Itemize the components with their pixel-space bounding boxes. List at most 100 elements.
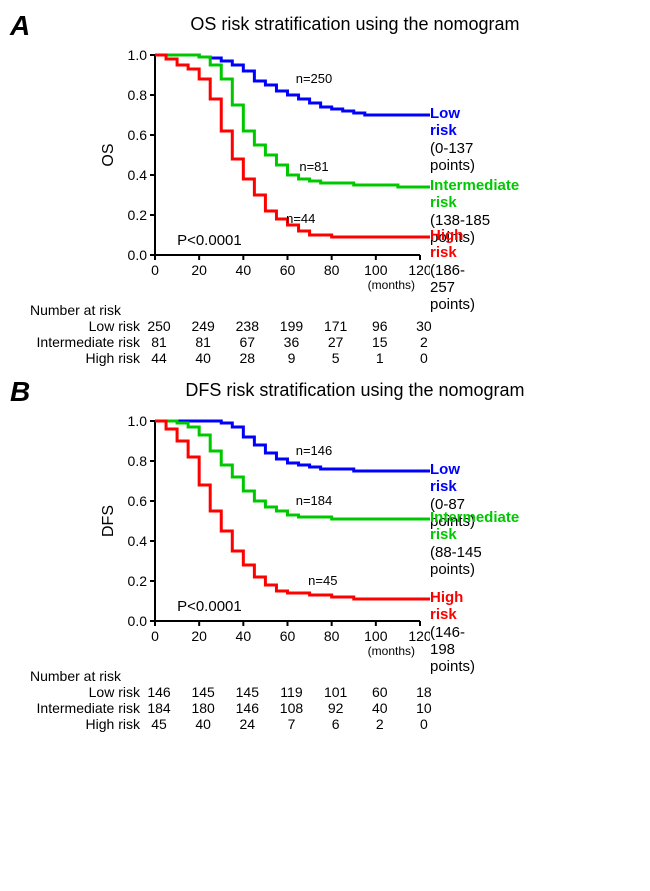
svg-text:OS: OS xyxy=(100,143,117,166)
svg-text:0.2: 0.2 xyxy=(128,207,148,223)
km-plot-A: 0.00.20.40.60.81.0020406080100120(months… xyxy=(10,35,430,295)
svg-text:0.8: 0.8 xyxy=(128,87,148,103)
risk-cell: 40 xyxy=(181,716,225,732)
risk-row-label: Low risk xyxy=(10,684,144,700)
legend-item-intermediate: Intermediate risk(88-145 points) xyxy=(430,509,519,578)
risk-cell: 45 xyxy=(137,716,181,732)
svg-text:20: 20 xyxy=(191,628,207,644)
risk-cell: 18 xyxy=(402,684,446,700)
risk-cell: 5 xyxy=(314,350,358,366)
svg-text:n=45: n=45 xyxy=(308,573,337,588)
risk-table-A: Number at riskLow risk250249238199171963… xyxy=(10,302,640,366)
legend-item-high: High risk(186-257 points) xyxy=(430,227,475,313)
svg-text:1.0: 1.0 xyxy=(128,413,148,429)
svg-text:n=44: n=44 xyxy=(286,211,315,226)
svg-text:DFS: DFS xyxy=(100,505,117,537)
risk-cell: 184 xyxy=(137,700,181,716)
svg-text:0: 0 xyxy=(151,628,159,644)
risk-row-label: Intermediate risk xyxy=(10,700,144,716)
svg-text:P<0.0001: P<0.0001 xyxy=(177,232,242,249)
legend-range-intermediate: (88-145 points) xyxy=(430,544,482,578)
legend-name-high: High risk xyxy=(430,589,463,623)
risk-cell: 101 xyxy=(314,684,358,700)
risk-cell: 7 xyxy=(269,716,313,732)
risk-cell: 119 xyxy=(269,684,313,700)
svg-text:0.8: 0.8 xyxy=(128,453,148,469)
risk-cell: 249 xyxy=(181,318,225,334)
risk-cell: 1 xyxy=(358,350,402,366)
risk-cell: 96 xyxy=(358,318,402,334)
legend-range-low: (0-137 points) xyxy=(430,140,475,174)
risk-table-row: Low risk2502492381991719630 xyxy=(10,318,640,334)
risk-cell: 171 xyxy=(314,318,358,334)
svg-text:P<0.0001: P<0.0001 xyxy=(177,598,242,615)
svg-text:80: 80 xyxy=(324,262,340,278)
risk-cell: 180 xyxy=(181,700,225,716)
legend-name-high: High risk xyxy=(430,227,463,261)
legend-range-high: (146-198 points) xyxy=(430,624,475,676)
risk-cell: 27 xyxy=(314,334,358,350)
risk-cell: 0 xyxy=(402,716,446,732)
risk-table-row: Intermediate risk184180146108924010 xyxy=(10,700,640,716)
km-plot-B: 0.00.20.40.60.81.0020406080100120(months… xyxy=(10,401,430,661)
risk-row-label: High risk xyxy=(10,716,144,732)
svg-text:0: 0 xyxy=(151,262,159,278)
risk-cell: 2 xyxy=(402,334,446,350)
svg-text:n=250: n=250 xyxy=(296,71,333,86)
risk-cell: 10 xyxy=(402,700,446,716)
risk-cell: 145 xyxy=(181,684,225,700)
risk-cell: 60 xyxy=(358,684,402,700)
risk-cell: 250 xyxy=(137,318,181,334)
svg-text:(months): (months) xyxy=(368,644,415,658)
panel-B: B DFS risk stratification using the nomo… xyxy=(10,376,640,732)
risk-cell: 40 xyxy=(358,700,402,716)
legend-name-intermediate: Intermediate risk xyxy=(430,509,519,543)
risk-cell: 40 xyxy=(181,350,225,366)
risk-cell: 24 xyxy=(225,716,269,732)
svg-text:120: 120 xyxy=(408,262,430,278)
risk-cell: 108 xyxy=(269,700,313,716)
svg-text:80: 80 xyxy=(324,628,340,644)
svg-text:n=81: n=81 xyxy=(299,159,328,174)
svg-text:(months): (months) xyxy=(368,278,415,292)
risk-cell: 6 xyxy=(314,716,358,732)
svg-text:0.6: 0.6 xyxy=(128,493,148,509)
svg-text:40: 40 xyxy=(236,628,252,644)
risk-cell: 9 xyxy=(269,350,313,366)
risk-cell: 2 xyxy=(358,716,402,732)
svg-text:0.4: 0.4 xyxy=(128,533,148,549)
svg-text:0.0: 0.0 xyxy=(128,247,148,263)
risk-table-row: High risk4440289510 xyxy=(10,350,640,366)
risk-cell: 67 xyxy=(225,334,269,350)
svg-text:0.2: 0.2 xyxy=(128,573,148,589)
svg-text:1.0: 1.0 xyxy=(128,47,148,63)
risk-cell: 199 xyxy=(269,318,313,334)
svg-text:n=146: n=146 xyxy=(296,443,333,458)
risk-cell: 145 xyxy=(225,684,269,700)
svg-text:0.0: 0.0 xyxy=(128,613,148,629)
risk-cell: 238 xyxy=(225,318,269,334)
risk-cell: 146 xyxy=(225,700,269,716)
legend-range-high: (186-257 points) xyxy=(430,262,475,314)
svg-text:100: 100 xyxy=(364,628,388,644)
panel-A: A OS risk stratification using the nomog… xyxy=(10,10,640,366)
svg-text:120: 120 xyxy=(408,628,430,644)
svg-text:20: 20 xyxy=(191,262,207,278)
risk-cell: 30 xyxy=(402,318,446,334)
svg-text:100: 100 xyxy=(364,262,388,278)
panel-title-A: OS risk stratification using the nomogra… xyxy=(70,10,640,35)
svg-text:40: 40 xyxy=(236,262,252,278)
risk-row-label: High risk xyxy=(10,350,144,366)
svg-text:60: 60 xyxy=(280,262,296,278)
svg-text:0.4: 0.4 xyxy=(128,167,148,183)
panel-title-B: DFS risk stratification using the nomogr… xyxy=(70,376,640,401)
legend-name-intermediate: Intermediate risk xyxy=(430,177,519,211)
risk-cell: 36 xyxy=(269,334,313,350)
risk-cell: 81 xyxy=(181,334,225,350)
legend-item-low: Low risk(0-137 points) xyxy=(430,105,475,174)
risk-row-label: Low risk xyxy=(10,318,144,334)
risk-table-row: Intermediate risk8181673627152 xyxy=(10,334,640,350)
risk-table-B: Number at riskLow risk146145145119101601… xyxy=(10,668,640,732)
risk-cell: 0 xyxy=(402,350,446,366)
legend-name-low: Low risk xyxy=(430,105,460,139)
